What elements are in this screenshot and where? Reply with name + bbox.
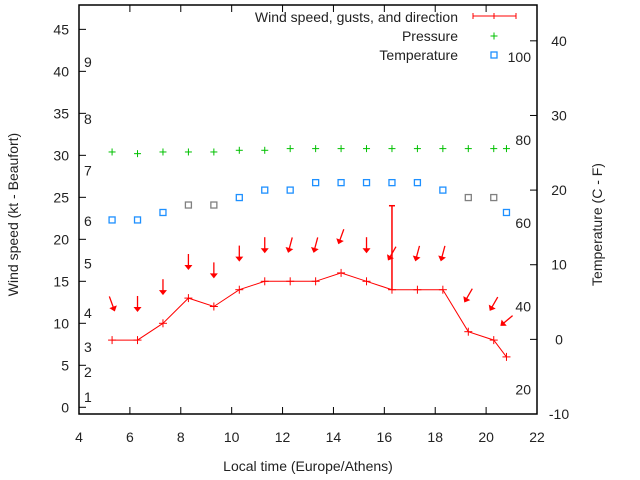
fahrenheit-label: 100 [508,49,532,65]
temperature-point [413,178,422,187]
temperature-point [184,201,193,209]
y-axis-label: Wind speed (kt - Beaufort) [5,133,21,296]
x-tick-label: 10 [224,429,240,445]
y-tick-label: 5 [61,357,69,373]
x-tick-label: 12 [275,429,291,445]
wind-direction-arrow [184,253,193,270]
wind-direction-arrow [362,237,371,254]
wind-direction-arrow [336,229,345,245]
x-tick-label: 18 [427,429,443,445]
fahrenheit-label: 60 [515,215,531,231]
x-axis-label: Local time (Europe/Athens) [223,458,393,474]
beaufort-label: 6 [84,213,92,229]
plot-frame [78,4,538,415]
x-tick-label: 20 [478,429,494,445]
wind-direction-arrow [310,237,319,253]
y2-tick-label: 10 [551,257,567,273]
wind-direction-arrow [285,237,294,253]
legend-label-pressure: Pressure [402,28,458,44]
y2-tick-label: 30 [551,107,567,123]
temperature-point [159,208,167,217]
temperature-point [108,216,116,224]
temperature-point [439,186,447,194]
temperature-point [261,186,269,194]
beaufort-label: 9 [84,54,92,70]
x-tick-label: 16 [377,429,393,445]
temperature-point [362,178,371,187]
beaufort-label: 2 [84,364,92,380]
y-tick-label: 20 [53,231,69,247]
wind-speed-line [112,272,507,358]
legend-label-wind: Wind speed, gusts, and direction [255,9,458,25]
legend-label-temperature: Temperature [379,47,458,63]
beaufort-label: 4 [84,305,92,321]
temperature-point [286,186,294,194]
temperature-point [235,193,243,202]
x-tick-label: 8 [177,429,185,445]
wind-direction-arrow [412,245,421,262]
wind-direction-arrow [133,295,142,312]
beaufort-label: 8 [84,111,92,127]
y-tick-label: 40 [53,63,69,79]
y2-tick-label: 0 [555,331,563,347]
beaufort-label: 5 [84,256,92,272]
wind-direction-arrow [387,246,397,261]
wind-direction-arrow [438,245,446,262]
x-tick-label: 14 [326,429,342,445]
beaufort-label: 3 [84,339,92,355]
y-tick-label: 35 [53,105,69,121]
temperature-point [311,178,320,187]
fahrenheit-label: 20 [515,381,531,397]
temperature-point [388,178,396,187]
y-tick-label: 15 [53,273,69,289]
wind-direction-arrow [500,315,514,326]
temperature-point [502,208,511,217]
beaufort-label: 1 [84,389,92,405]
legend-temperature-marker [490,51,498,59]
wind-direction-arrow [108,296,117,312]
fahrenheit-label: 80 [515,132,531,148]
y-tick-label: 10 [53,315,69,331]
temperature-point [464,193,472,202]
y2-tick-label: 40 [551,33,567,49]
y-tick-label: 25 [53,189,69,205]
y2-tick-label: 20 [551,182,567,198]
wind-direction-arrow [463,288,473,303]
wind-direction-arrow [260,237,269,254]
y-tick-label: 0 [61,399,69,415]
temperature-point [133,216,142,224]
y2-tick-label: -10 [549,406,569,422]
fahrenheit-label: 40 [515,299,531,315]
y-tick-label: 45 [53,21,69,37]
x-tick-label: 4 [75,429,83,445]
wind-direction-arrow [209,262,218,279]
x-tick-label: 22 [529,429,545,445]
wind-direction-arrow [488,296,499,311]
temperature-point [337,178,345,187]
wind-direction-arrow [158,279,167,296]
y2-axis-label: Temperature (C - F) [589,163,605,286]
wind-direction-arrow [235,245,244,262]
temperature-point [490,193,498,202]
beaufort-label: 7 [84,162,92,178]
y-tick-label: 30 [53,147,69,163]
temperature-point [210,201,218,209]
x-tick-label: 6 [126,429,134,445]
